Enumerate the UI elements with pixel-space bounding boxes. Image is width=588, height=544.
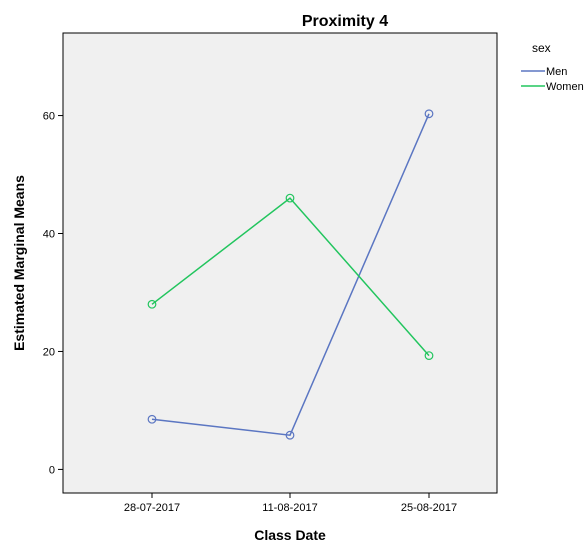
data-point-men (424, 109, 434, 119)
legend-title: sex (532, 41, 551, 55)
series-line-men (151, 113, 430, 437)
x-tick-label: 28-07-2017 (124, 502, 180, 514)
chart-title: Proximity 4 (302, 13, 388, 30)
data-point-women (285, 193, 295, 203)
x-axis-title: Class Date (254, 527, 326, 543)
y-axis-title: Estimated Marginal Means (11, 175, 27, 351)
y-axis: 0 20 40 60 (43, 111, 63, 476)
x-axis: 28-07-2017 11-08-2017 25-08-2017 (124, 493, 457, 514)
data-point-men (147, 414, 157, 424)
plot-area (62, 32, 498, 494)
y-tick-label: 20 (43, 346, 55, 358)
x-tick-label: 25-08-2017 (401, 502, 457, 514)
legend: sex Men Women (521, 41, 584, 93)
series-layer (147, 109, 434, 440)
x-tick-label: 11-08-2017 (262, 502, 317, 514)
data-point-men (285, 430, 295, 440)
y-tick-label: 40 (43, 229, 55, 241)
data-point-women (424, 351, 434, 360)
data-point-women (147, 299, 157, 309)
series-line-women (151, 197, 430, 357)
y-tick-label: 0 (49, 464, 55, 476)
y-tick-label: 60 (43, 111, 55, 123)
legend-label-women: Women (546, 81, 584, 93)
legend-label-men: Men (546, 66, 567, 78)
